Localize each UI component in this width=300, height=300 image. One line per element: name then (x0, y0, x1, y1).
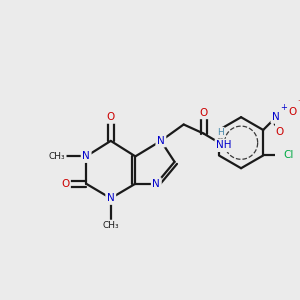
Text: O: O (275, 127, 284, 137)
Text: O: O (200, 108, 208, 118)
Text: NH: NH (216, 140, 232, 150)
Text: N: N (152, 179, 160, 189)
Text: N: N (272, 112, 280, 122)
Text: N: N (82, 152, 90, 161)
Text: Cl: Cl (283, 151, 294, 160)
Text: +: + (280, 103, 287, 112)
Text: O: O (106, 112, 115, 122)
Text: O: O (288, 107, 296, 117)
Text: O: O (61, 179, 69, 189)
Text: N: N (157, 136, 165, 146)
Text: H: H (217, 128, 224, 137)
Text: ⁻: ⁻ (298, 98, 300, 108)
Text: CH₃: CH₃ (102, 221, 119, 230)
Text: N: N (107, 193, 115, 203)
Text: CH₃: CH₃ (49, 152, 65, 161)
